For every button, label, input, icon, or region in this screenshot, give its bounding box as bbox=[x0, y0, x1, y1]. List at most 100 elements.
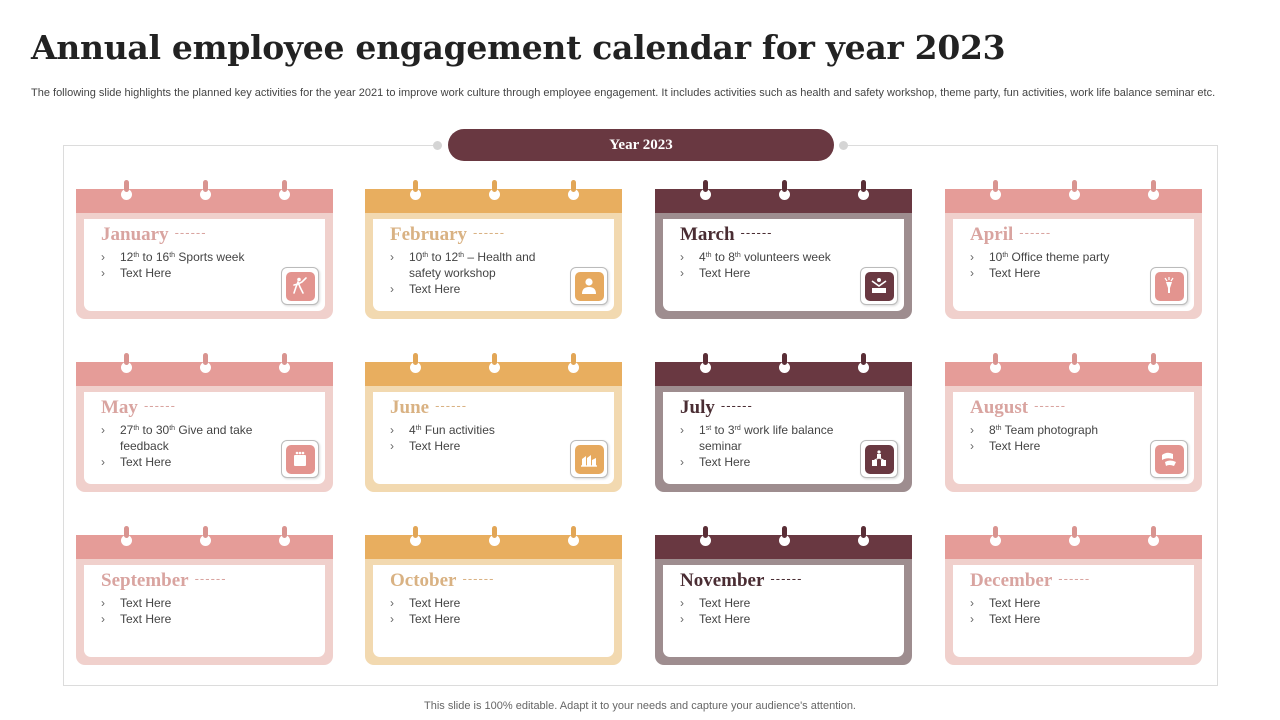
activity-item: Text Here bbox=[101, 595, 281, 611]
month-title: February ------ bbox=[390, 224, 505, 246]
activity-item: Text Here bbox=[390, 281, 570, 297]
card-body: October ------ Text HereText Here bbox=[365, 559, 622, 665]
card-body: April ------ 10th Office theme partyText H… bbox=[945, 213, 1202, 319]
binder-ring-icon bbox=[990, 526, 1001, 546]
activity-item: Text Here bbox=[680, 595, 860, 611]
month-name: June bbox=[390, 397, 430, 418]
binder-ring-icon bbox=[858, 526, 869, 546]
sports-runner-icon bbox=[290, 276, 310, 296]
binder-ring-icon bbox=[121, 526, 132, 546]
card-inner: January ------ 12th to 16th Sports weekTex… bbox=[84, 219, 325, 311]
activity-item: 27th to 30th Give and take feedback bbox=[101, 422, 281, 454]
activity-item: Text Here bbox=[390, 438, 570, 454]
activity-list: Text HereText Here bbox=[101, 595, 281, 627]
activity-icon-tile bbox=[860, 267, 898, 305]
binder-ring-icon bbox=[200, 353, 211, 373]
card-body: January ------ 12th to 16th Sports weekTex… bbox=[76, 213, 333, 319]
page-subtitle: The following slide highlights the plann… bbox=[31, 87, 1216, 99]
binder-ring-icon bbox=[858, 180, 869, 200]
month-name: April bbox=[970, 224, 1014, 245]
activity-item: Text Here bbox=[101, 265, 281, 281]
month-title: July ------ bbox=[680, 397, 753, 419]
activity-item: Text Here bbox=[680, 454, 860, 470]
activity-list: Text HereText Here bbox=[970, 595, 1150, 627]
volunteers-icon bbox=[869, 276, 889, 296]
binder-ring-icon bbox=[1069, 180, 1080, 200]
month-name: March bbox=[680, 224, 735, 245]
binder-ring-icon bbox=[779, 180, 790, 200]
card-inner: September ------ Text HereText Here bbox=[84, 565, 325, 657]
activity-list: 10th to 12th – Health and safety worksho… bbox=[390, 249, 570, 297]
card-inner: February ------ 10th to 12th – Health and … bbox=[373, 219, 614, 311]
activity-item: Text Here bbox=[101, 611, 281, 627]
month-name: February bbox=[390, 224, 468, 245]
month-dash-line: ------ bbox=[435, 398, 468, 413]
activity-list: 4th to 8th volunteers weekText Here bbox=[680, 249, 860, 281]
card-body: June ------ 4th Fun activitiesText Here bbox=[365, 386, 622, 492]
card-body: September ------ Text HereText Here bbox=[76, 559, 333, 665]
feedback-icon bbox=[290, 449, 310, 469]
month-dash-line: ------ bbox=[770, 571, 803, 586]
binder-ring-icon bbox=[858, 353, 869, 373]
binder-ring-icon bbox=[990, 180, 1001, 200]
month-dash-line: ------ bbox=[194, 571, 227, 586]
binder-ring-icon bbox=[121, 180, 132, 200]
photograph-icon bbox=[1159, 449, 1179, 469]
year-banner: Year 2023 bbox=[448, 129, 834, 161]
month-dash-line: ------ bbox=[1058, 571, 1091, 586]
card-inner: April ------ 10th Office theme partyText H… bbox=[953, 219, 1194, 311]
binder-ring-icon bbox=[200, 180, 211, 200]
card-inner: June ------ 4th Fun activitiesText Here bbox=[373, 392, 614, 484]
activity-item: Text Here bbox=[970, 265, 1150, 281]
month-name: November bbox=[680, 570, 765, 591]
person-icon bbox=[579, 276, 599, 296]
binder-ring-icon bbox=[410, 526, 421, 546]
month-name: January bbox=[101, 224, 169, 245]
activity-list: Text HereText Here bbox=[390, 595, 570, 627]
month-title: June ------ bbox=[390, 397, 467, 419]
activity-list: 8th Team photographText Here bbox=[970, 422, 1150, 454]
month-card-august: August ------ 8th Team photographText Here bbox=[945, 353, 1202, 492]
frame-dot-right bbox=[839, 141, 848, 150]
card-body: March ------ 4th to 8th volunteers weekTex… bbox=[655, 213, 912, 319]
calendar-frame bbox=[63, 145, 1218, 686]
activity-item: Text Here bbox=[970, 611, 1150, 627]
activity-item: Text Here bbox=[101, 454, 281, 470]
activity-item: 12th to 16th Sports week bbox=[101, 249, 281, 265]
binder-ring-icon bbox=[121, 353, 132, 373]
month-card-december: December ------ Text HereText Here bbox=[945, 526, 1202, 665]
binder-ring-icon bbox=[410, 353, 421, 373]
month-title: August ------ bbox=[970, 397, 1066, 419]
binder-ring-icon bbox=[200, 526, 211, 546]
activity-item: Text Here bbox=[390, 611, 570, 627]
seminar-icon bbox=[869, 449, 889, 469]
activity-list: 4th Fun activitiesText Here bbox=[390, 422, 570, 454]
month-dash-line: ------ bbox=[720, 398, 753, 413]
month-title: December ------ bbox=[970, 570, 1090, 592]
month-name: December bbox=[970, 570, 1053, 591]
frame-top-line-left bbox=[63, 145, 438, 146]
month-card-may: May ------ 27th to 30th Give and take feed… bbox=[76, 353, 333, 492]
month-title: April ------ bbox=[970, 224, 1051, 246]
activity-list: 27th to 30th Give and take feedbackText … bbox=[101, 422, 281, 470]
activity-item: Text Here bbox=[390, 595, 570, 611]
activity-icon-tile bbox=[1150, 440, 1188, 478]
page-title: Annual employee engagement calendar for … bbox=[31, 28, 1006, 67]
activity-icon-tile bbox=[281, 440, 319, 478]
activity-item: Text Here bbox=[970, 438, 1150, 454]
activity-icon-tile bbox=[860, 440, 898, 478]
month-title: March ------ bbox=[680, 224, 773, 246]
frame-top-line-right bbox=[843, 145, 1218, 146]
activity-item: 1st to 3rd work life balance seminar bbox=[680, 422, 860, 454]
month-dash-line: ------ bbox=[1034, 398, 1067, 413]
binder-ring-icon bbox=[990, 353, 1001, 373]
binder-ring-icon bbox=[489, 526, 500, 546]
activity-item: Text Here bbox=[680, 611, 860, 627]
card-body: May ------ 27th to 30th Give and take feed… bbox=[76, 386, 333, 492]
card-body: August ------ 8th Team photographText Here bbox=[945, 386, 1202, 492]
card-inner: March ------ 4th to 8th volunteers weekTex… bbox=[663, 219, 904, 311]
card-body: December ------ Text HereText Here bbox=[945, 559, 1202, 665]
card-inner: May ------ 27th to 30th Give and take feed… bbox=[84, 392, 325, 484]
binder-ring-icon bbox=[1069, 526, 1080, 546]
card-body: November ------ Text HereText Here bbox=[655, 559, 912, 665]
